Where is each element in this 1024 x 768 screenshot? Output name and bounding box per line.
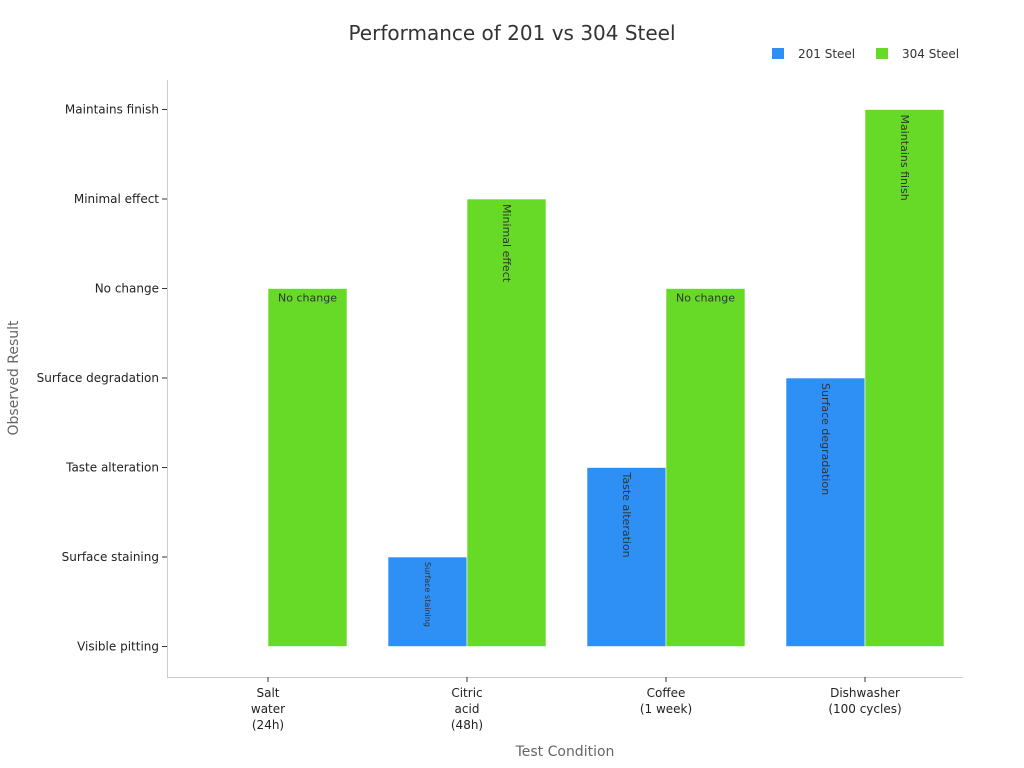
bar — [665, 288, 746, 647]
y-tick-label: Minimal effect — [74, 192, 159, 206]
x-ticks: Salt water (24h) Citric acid (48h) Coffee (1 we… — [251, 677, 902, 732]
bar-data-label: Minimal effect — [500, 204, 513, 283]
x-tick-label: Citric acid (48h) — [451, 686, 483, 732]
bar-data-label: Maintains finish — [898, 115, 911, 201]
legend: 201 Steel 304 Steel — [772, 47, 959, 61]
legend-label: 304 Steel — [902, 47, 959, 61]
bar — [785, 377, 866, 647]
legend-label: 201 Steel — [798, 47, 855, 61]
bars: Surface staining Taste alteration Surface … — [267, 109, 945, 647]
bar — [864, 109, 945, 647]
y-tick-label: Surface staining — [62, 550, 159, 564]
bar-data-label: Surface degradation — [819, 383, 832, 495]
bar-data-label: Taste alteration — [620, 472, 633, 558]
legend-swatch — [772, 48, 784, 59]
bar-data-label: No change — [278, 292, 337, 305]
x-tick-label: Dishwasher (100 cycles) — [828, 686, 901, 716]
bar — [387, 556, 468, 647]
bar-data-label: Surface staining — [423, 562, 432, 627]
y-tick-label: Surface degradation — [37, 371, 159, 385]
x-tick-label: Salt water (24h) — [251, 686, 285, 732]
y-tick-label: Maintains finish — [65, 103, 159, 117]
y-ticks: Visible pitting Surface staining Taste alt… — [37, 103, 167, 654]
bar — [586, 467, 667, 647]
bar-data-label: No change — [676, 292, 735, 305]
bar — [267, 288, 348, 647]
y-tick-label: Visible pitting — [77, 640, 159, 654]
axes — [167, 80, 963, 678]
y-tick-label: No change — [95, 282, 159, 296]
chart-title: Performance of 201 vs 304 Steel — [348, 21, 675, 45]
y-tick-label: Taste alteration — [65, 461, 159, 475]
x-axis-title: Test Condition — [515, 744, 615, 760]
y-axis-title: Observed Result — [6, 320, 22, 436]
x-tick-label: Coffee (1 week) — [640, 686, 692, 716]
legend-swatch — [876, 48, 888, 59]
bar — [466, 198, 547, 647]
